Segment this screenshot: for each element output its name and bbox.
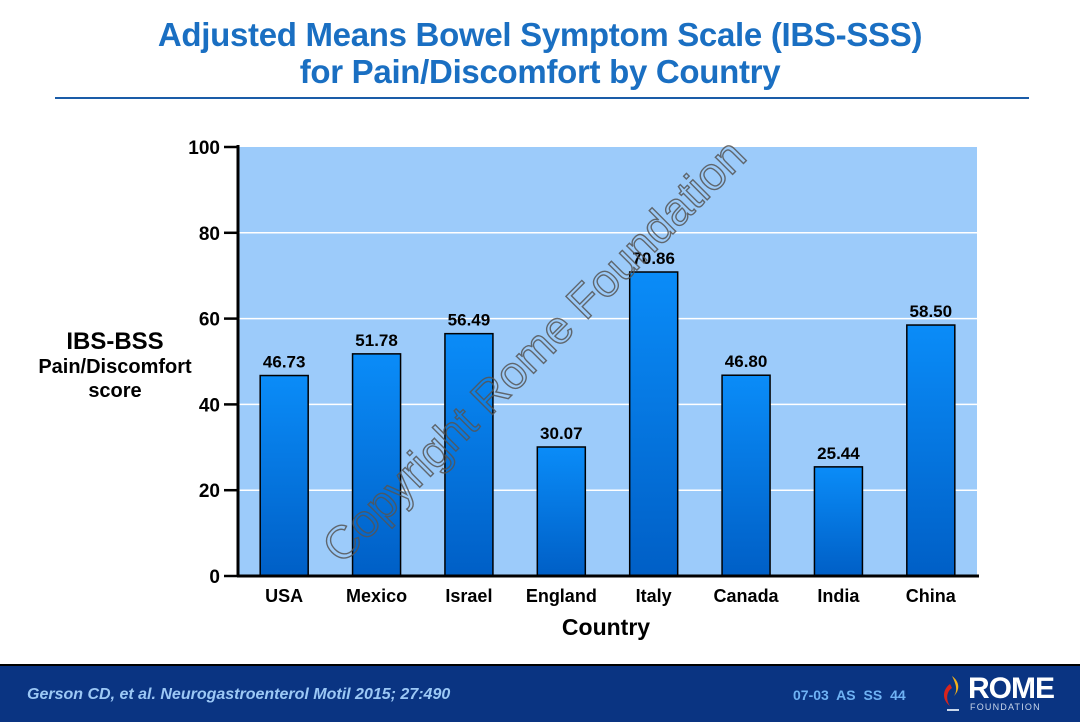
- bar-canada: [721, 374, 771, 577]
- logo-text: ROME: [968, 672, 1055, 705]
- y-tick-label: 20: [199, 481, 220, 502]
- flame-icon: [944, 676, 959, 711]
- chart-title-line-1: Adjusted Means Bowel Symptom Scale (IBS-…: [157, 16, 923, 53]
- chart-title-line-2: for Pain/Discomfort by Country: [299, 53, 781, 90]
- x-tick-label: Canada: [714, 586, 780, 606]
- bar-usa: [259, 374, 309, 577]
- bar-china: [906, 324, 956, 577]
- bar-italy: [628, 271, 679, 577]
- data-label: 30.07: [540, 424, 583, 443]
- bar-mexico: [351, 353, 402, 577]
- data-label: 46.73: [263, 353, 306, 372]
- title-divider: [55, 97, 1029, 99]
- slide-code: 07-03 AS SS 44: [793, 687, 906, 703]
- bar-chart: 0 20 40 60 80 100 46.73 USA 51.78 Mexico 56.49 Isr…: [188, 128, 979, 640]
- data-label: 70.86: [632, 249, 675, 268]
- bar-england: [536, 446, 587, 577]
- y-tick-label: 100: [188, 138, 220, 159]
- y-tick-label: 60: [199, 310, 220, 331]
- citation: Gerson CD, et al. Neurogastroenterol Mot…: [27, 686, 451, 703]
- data-label: 58.50: [910, 302, 953, 321]
- logo-subtext: FOUNDATION: [970, 702, 1041, 712]
- bar-india: [813, 466, 864, 577]
- y-tick-label: 0: [209, 567, 220, 588]
- bar-israel: [444, 332, 494, 577]
- x-tick-label: India: [817, 586, 860, 606]
- y-axis-label-line-3: score: [88, 380, 142, 402]
- x-tick-label: Italy: [636, 586, 672, 606]
- data-label: 25.44: [817, 444, 860, 463]
- x-tick-label: Mexico: [346, 586, 407, 606]
- data-label: 46.80: [725, 352, 768, 371]
- y-tick-label: 40: [199, 395, 220, 416]
- y-tick-label: 80: [199, 224, 220, 245]
- y-axis-label-line-2: Pain/Discomfort: [38, 356, 192, 378]
- rome-foundation-logo: ROME FOUNDATION: [938, 672, 1068, 716]
- x-axis-label: Country: [562, 614, 650, 640]
- data-label: 56.49: [448, 311, 491, 330]
- x-tick-label: China: [906, 586, 957, 606]
- x-tick-label: USA: [265, 586, 303, 606]
- footer-bar: Gerson CD, et al. Neurogastroenterol Mot…: [0, 664, 1080, 722]
- x-tick-label: Israel: [445, 586, 492, 606]
- y-axis-label-line-1: IBS-BSS: [66, 328, 164, 355]
- x-tick-label: England: [526, 586, 597, 606]
- data-label: 51.78: [355, 331, 398, 350]
